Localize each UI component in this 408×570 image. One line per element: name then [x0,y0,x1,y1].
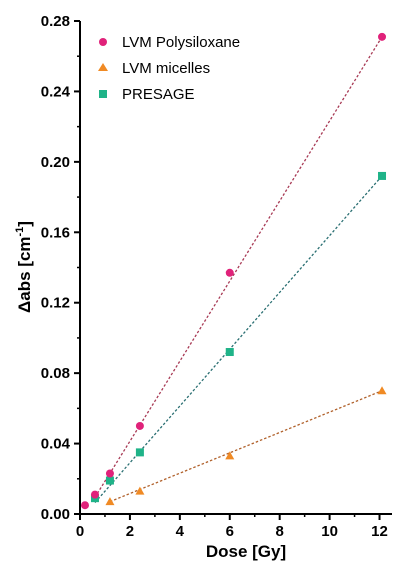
y-axis-title-close: ] [15,221,34,227]
x-tick-label: 6 [226,523,234,540]
data-point [105,497,115,506]
y-tick-label: 0.08 [41,365,70,382]
legend: LVM Polysiloxane LVM micelles PRESAGE [98,34,240,103]
x-tick-label: 4 [176,523,185,540]
legend-label-micelles: LVM micelles [122,60,210,77]
x-tick-label: 0 [76,523,84,540]
y-tick-label: 0.28 [41,13,70,30]
data-point [225,451,235,460]
data-point [377,386,387,395]
fit-line [94,175,383,503]
data-point [378,32,387,41]
legend-item-micelles: LVM micelles [98,60,210,77]
y-axis-title-delta: Δ [15,301,34,313]
legend-label-polysiloxane: LVM Polysiloxane [122,34,240,51]
y-tick-label: 0.16 [41,224,70,241]
x-tick-label: 12 [371,523,388,540]
y-axis-title-sup: -1 [14,227,26,237]
y-tick-label: 0.00 [41,506,70,523]
legend-marker-micelles [98,63,108,71]
fit-line [109,390,383,503]
data-point [378,171,387,180]
data-point [80,501,89,510]
legend-item-polysiloxane: LVM Polysiloxane [99,34,240,51]
data-point [135,486,145,495]
y-tick-label: 0.04 [41,436,71,453]
y-tick-label: 0.12 [41,295,70,312]
fit-line [94,36,383,498]
data-point [105,469,114,478]
x-tick-label: 10 [321,523,338,540]
legend-item-presage: PRESAGE [99,86,195,103]
legend-marker-polysiloxane [99,38,107,46]
data-point [225,268,234,277]
legend-label-presage: PRESAGE [122,86,195,103]
data-point [135,448,144,457]
data-point [225,348,234,357]
y-axis-title-main: abs [cm [15,236,34,300]
x-tick-label: 2 [126,523,134,540]
plot-area: 0 2 4 6 8 10 12 0.00 0.04 0.08 0.12 0.16 0.20 0.24 0.2… [41,13,392,540]
data-point [135,421,144,430]
data-point [90,490,99,499]
data-point [105,476,114,485]
y-tick-label: 0.24 [41,83,71,100]
y-tick-label: 0.20 [41,154,70,171]
x-axis-title: Dose [Gy] [206,542,286,561]
y-axis-title: Δabs [cm-1] [14,221,34,313]
x-tick-label: 8 [276,523,284,540]
legend-marker-presage [99,90,107,98]
